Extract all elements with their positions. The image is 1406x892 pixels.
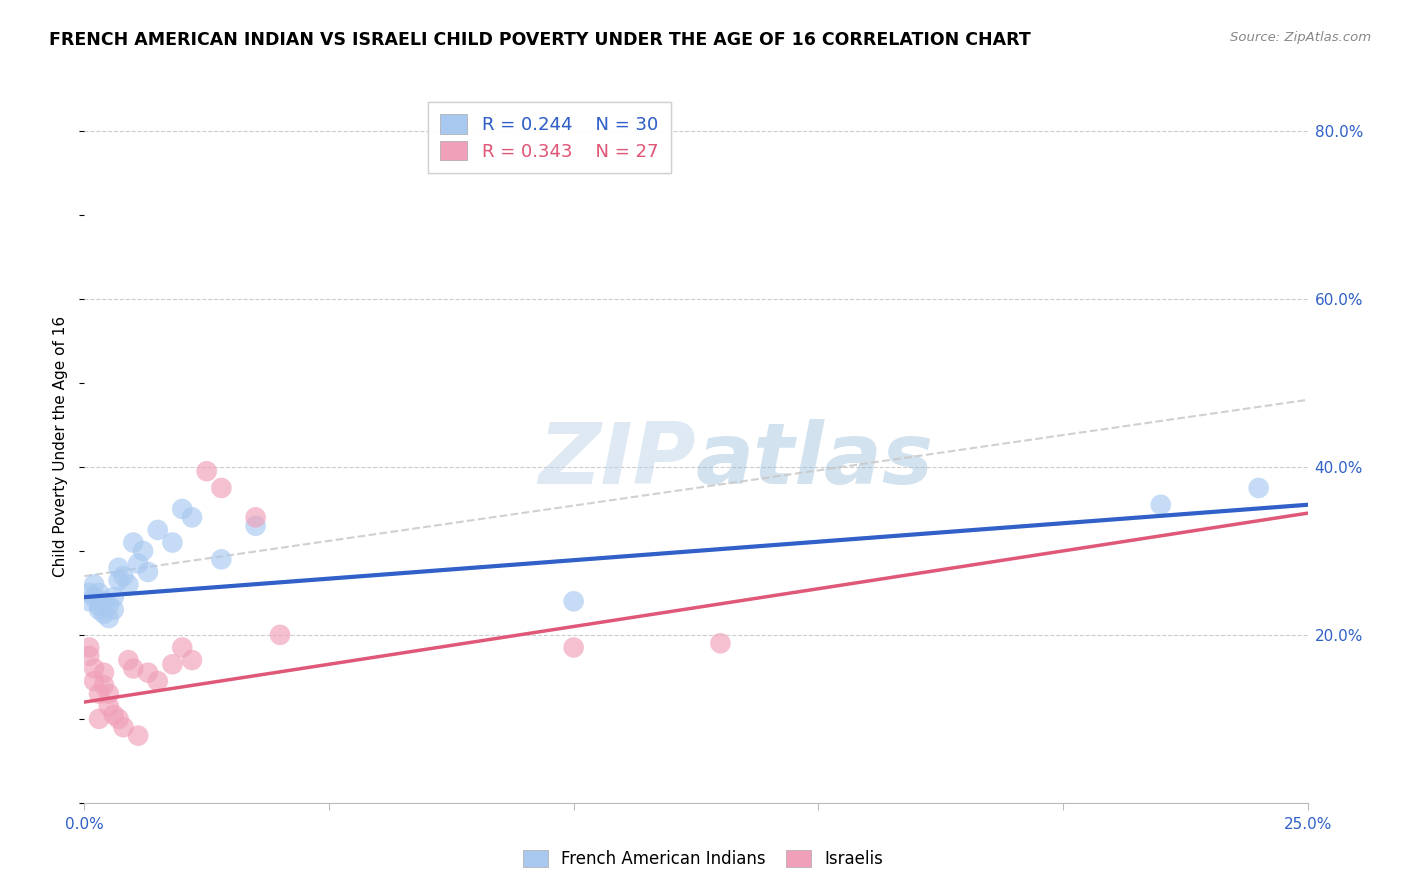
Text: Source: ZipAtlas.com: Source: ZipAtlas.com xyxy=(1230,31,1371,45)
Point xyxy=(709,636,731,650)
Point xyxy=(93,678,115,692)
Point xyxy=(77,640,100,655)
Point xyxy=(136,665,159,680)
Point xyxy=(1247,481,1270,495)
Y-axis label: Child Poverty Under the Age of 16: Child Poverty Under the Age of 16 xyxy=(53,316,69,576)
Point xyxy=(562,640,585,655)
Text: atlas: atlas xyxy=(696,418,934,502)
Point xyxy=(127,557,149,571)
Point xyxy=(181,510,204,524)
Legend: French American Indians, Israelis: French American Indians, Israelis xyxy=(516,843,890,875)
Point xyxy=(87,599,110,613)
Point xyxy=(87,603,110,617)
Point xyxy=(195,464,218,478)
Point xyxy=(83,661,105,675)
Point xyxy=(1150,498,1173,512)
Point xyxy=(97,687,120,701)
Point xyxy=(87,586,110,600)
Point xyxy=(97,599,120,613)
Point xyxy=(93,607,115,621)
Point xyxy=(117,653,139,667)
Point xyxy=(77,648,100,663)
Point xyxy=(83,590,105,604)
Point xyxy=(87,687,110,701)
Point xyxy=(97,611,120,625)
Point xyxy=(146,674,169,689)
Point xyxy=(103,590,125,604)
Text: ZIP: ZIP xyxy=(538,418,696,502)
Point xyxy=(83,577,105,591)
Point xyxy=(181,653,204,667)
Point xyxy=(136,565,159,579)
Point xyxy=(93,665,115,680)
Point xyxy=(77,594,100,608)
Point xyxy=(132,544,155,558)
Point xyxy=(103,603,125,617)
Point xyxy=(209,552,232,566)
Point xyxy=(122,535,145,549)
Point xyxy=(93,594,115,608)
Point xyxy=(107,574,129,588)
Point xyxy=(209,481,232,495)
Point xyxy=(172,640,194,655)
Point xyxy=(245,510,267,524)
Point xyxy=(562,594,585,608)
Point xyxy=(117,577,139,591)
Point xyxy=(172,502,194,516)
Point xyxy=(162,535,184,549)
Point xyxy=(107,560,129,574)
Point xyxy=(97,699,120,714)
Point xyxy=(107,712,129,726)
Point xyxy=(269,628,291,642)
Point xyxy=(112,569,135,583)
Point xyxy=(146,523,169,537)
Point xyxy=(122,661,145,675)
Legend: R = 0.244    N = 30, R = 0.343    N = 27: R = 0.244 N = 30, R = 0.343 N = 27 xyxy=(427,102,671,173)
Point xyxy=(162,657,184,672)
Point xyxy=(245,518,267,533)
Point xyxy=(87,712,110,726)
Point xyxy=(103,707,125,722)
Point xyxy=(127,729,149,743)
Point xyxy=(77,586,100,600)
Point xyxy=(112,720,135,734)
Text: FRENCH AMERICAN INDIAN VS ISRAELI CHILD POVERTY UNDER THE AGE OF 16 CORRELATION : FRENCH AMERICAN INDIAN VS ISRAELI CHILD … xyxy=(49,31,1031,49)
Point xyxy=(83,674,105,689)
